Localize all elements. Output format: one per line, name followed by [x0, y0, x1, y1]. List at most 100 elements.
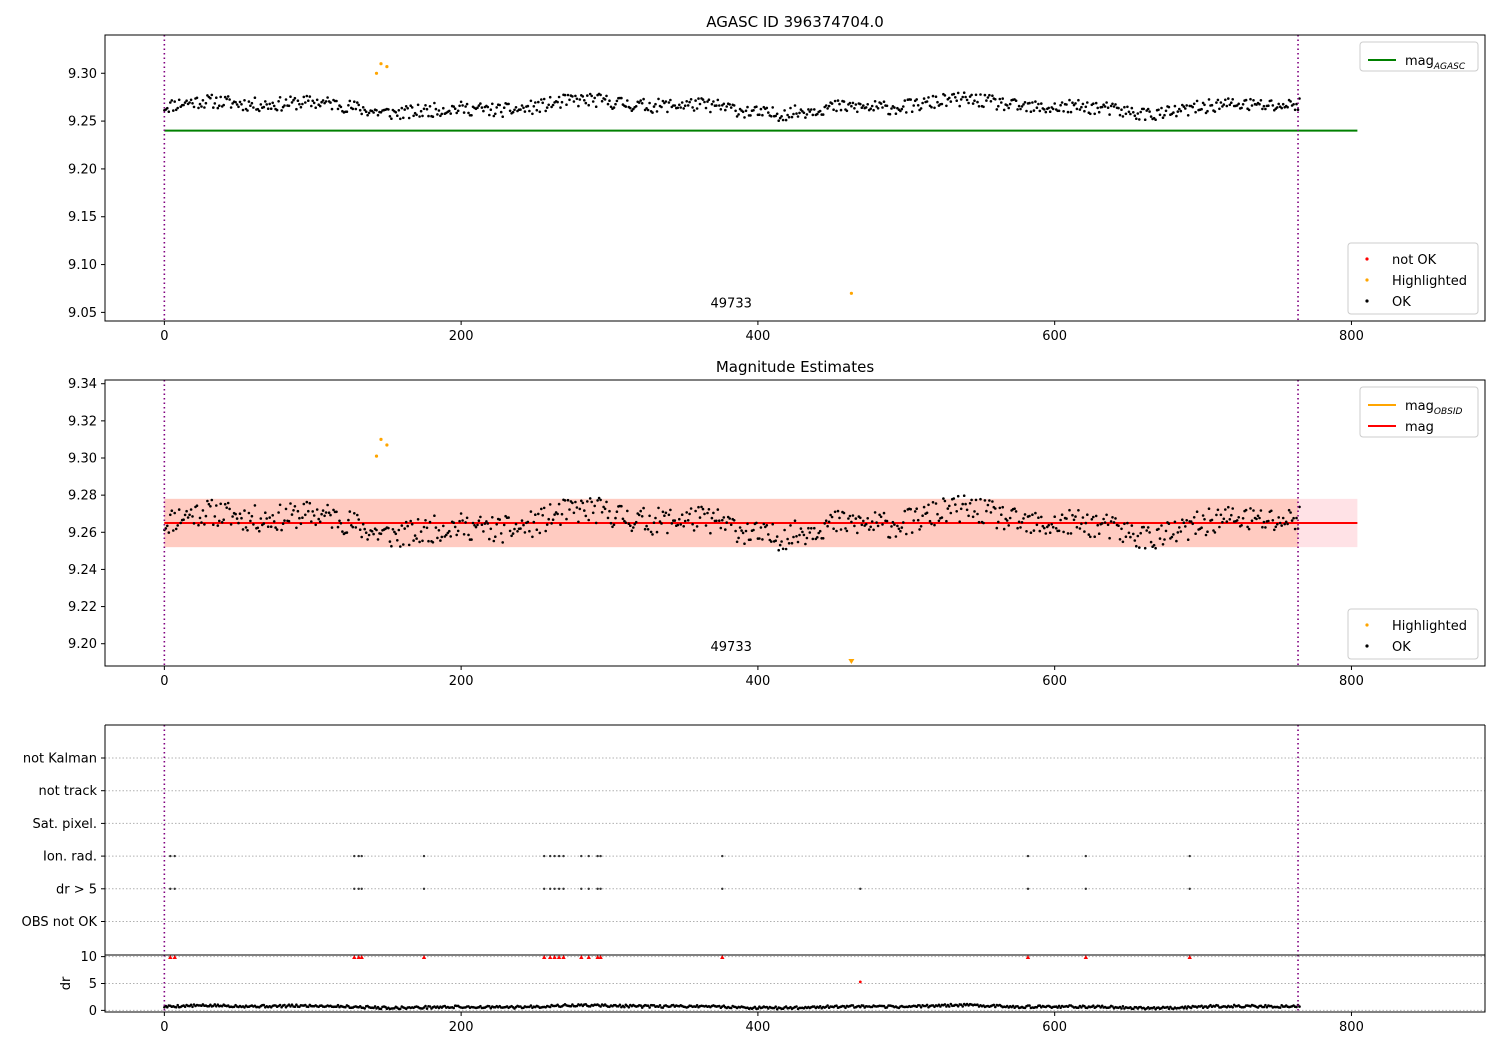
ok-data-point — [1109, 104, 1113, 108]
ok-data-point — [614, 102, 617, 106]
ok-data-point — [1072, 103, 1076, 107]
ok-data-point — [201, 509, 205, 512]
ok-data-point — [821, 113, 825, 116]
ok-data-point — [660, 522, 663, 525]
ok-data-point — [256, 107, 260, 111]
ok-data-point — [979, 497, 982, 501]
flag-row-label: Sat. pixel. — [33, 817, 97, 832]
ok-data-point — [823, 522, 826, 525]
ok-data-point — [531, 112, 534, 116]
ok-data-point — [1231, 98, 1234, 101]
ok-data-point — [421, 114, 424, 118]
ok-data-point — [973, 99, 976, 102]
ok-data-point — [574, 500, 577, 504]
ok-data-point — [930, 105, 933, 109]
ok-data-point — [805, 536, 809, 540]
y-tick-label: 9.32 — [68, 414, 97, 429]
ok-data-point — [802, 111, 806, 115]
x-tick-label: 800 — [1339, 1020, 1364, 1035]
dr-capped-marker — [359, 955, 364, 959]
ok-data-point — [810, 108, 813, 111]
ok-data-point — [348, 99, 352, 103]
flag-point — [1026, 887, 1030, 890]
ok-data-point — [1222, 517, 1226, 521]
ok-data-point — [578, 98, 582, 101]
flag-point — [1188, 854, 1191, 858]
ok-data-point — [243, 99, 246, 102]
ok-data-point — [667, 101, 671, 104]
ok-data-point — [494, 535, 497, 538]
ok-data-point — [826, 107, 829, 110]
ok-data-point — [678, 103, 681, 107]
ok-data-point — [890, 525, 893, 528]
ok-data-point — [1224, 508, 1227, 511]
ok-data-point — [541, 514, 544, 517]
ok-data-point — [955, 99, 958, 102]
ok-data-point — [833, 510, 837, 514]
y-tick-label: 0 — [89, 1004, 97, 1019]
ok-data-point — [1043, 526, 1046, 530]
dr-data-point — [189, 1003, 193, 1007]
ok-data-point — [1237, 516, 1240, 519]
ok-data-point — [529, 510, 533, 513]
ok-data-point — [183, 513, 187, 517]
ok-data-point — [875, 521, 878, 524]
ok-data-point — [402, 543, 405, 546]
ok-data-point — [177, 508, 181, 511]
ok-data-point — [648, 514, 651, 518]
ok-data-point — [862, 519, 865, 523]
ok-data-point — [231, 515, 234, 518]
ok-data-point — [315, 508, 319, 511]
y-tick-label: 10 — [80, 950, 97, 965]
ok-data-point — [1167, 522, 1171, 525]
ok-data-point — [1201, 514, 1205, 517]
ok-data-point — [1035, 106, 1039, 109]
ok-data-point — [418, 115, 421, 118]
ok-data-point — [648, 101, 651, 105]
ok-data-point — [473, 524, 476, 527]
ok-data-point — [299, 522, 303, 526]
ok-data-point — [1053, 515, 1056, 518]
ok-data-point — [905, 532, 908, 536]
ok-data-point — [1227, 505, 1230, 509]
ok-data-point — [212, 106, 215, 109]
ok-data-point — [652, 105, 656, 108]
dr-data-point — [293, 1005, 297, 1008]
ok-data-point — [1053, 102, 1056, 105]
ok-data-point — [321, 99, 325, 102]
ok-data-point — [1037, 516, 1040, 519]
ok-data-point — [465, 516, 469, 520]
ok-data-point — [489, 108, 493, 111]
ok-data-point — [330, 107, 334, 111]
dr-data-point — [569, 1005, 573, 1008]
ok-data-point — [314, 106, 318, 109]
ok-data-point — [836, 509, 840, 513]
ok-data-point — [537, 512, 540, 516]
ok-data-point — [591, 511, 595, 515]
legend-frame — [1347, 608, 1479, 660]
ok-data-point — [219, 502, 222, 506]
dr-data-point — [937, 1003, 941, 1007]
ok-data-point — [1228, 518, 1232, 521]
ok-data-point — [403, 108, 407, 111]
ok-data-point — [651, 533, 654, 536]
ok-data-point — [357, 103, 361, 107]
dr-data-point — [1166, 1005, 1169, 1009]
ok-data-point — [307, 99, 310, 102]
ok-data-point — [1121, 115, 1125, 118]
dr-data-point — [1278, 1006, 1282, 1009]
dr-data-point — [826, 1004, 829, 1007]
ok-data-point — [646, 528, 650, 531]
ok-data-point — [1247, 108, 1251, 112]
ok-data-point — [1178, 526, 1181, 529]
ok-data-point — [1200, 107, 1203, 111]
ok-data-point — [586, 500, 589, 503]
dr-data-point — [166, 1005, 169, 1009]
ok-data-point — [566, 498, 570, 502]
ok-data-point — [1206, 530, 1209, 533]
ok-data-point — [813, 526, 816, 530]
ok-data-point — [1002, 108, 1006, 112]
ok-data-point — [192, 522, 196, 525]
ok-data-point — [1124, 112, 1128, 116]
ok-data-point — [379, 532, 383, 536]
